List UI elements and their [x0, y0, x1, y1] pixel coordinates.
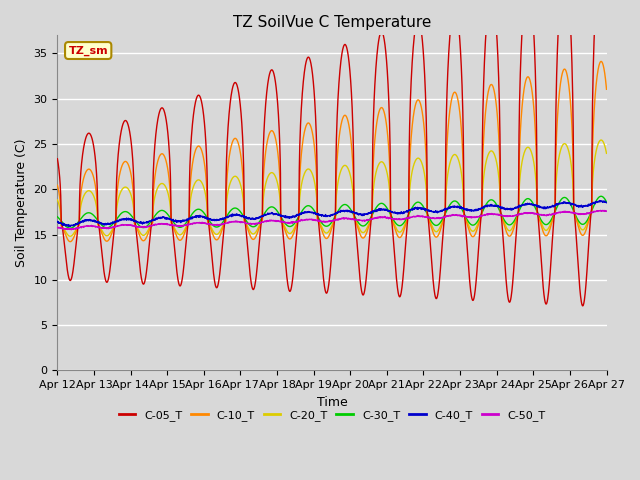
Y-axis label: Soil Temperature (C): Soil Temperature (C)	[15, 139, 28, 267]
Title: TZ SoilVue C Temperature: TZ SoilVue C Temperature	[233, 15, 431, 30]
Legend: C-05_T, C-10_T, C-20_T, C-30_T, C-40_T, C-50_T: C-05_T, C-10_T, C-20_T, C-30_T, C-40_T, …	[114, 406, 550, 425]
Text: TZ_sm: TZ_sm	[68, 46, 108, 56]
X-axis label: Time: Time	[317, 396, 348, 408]
